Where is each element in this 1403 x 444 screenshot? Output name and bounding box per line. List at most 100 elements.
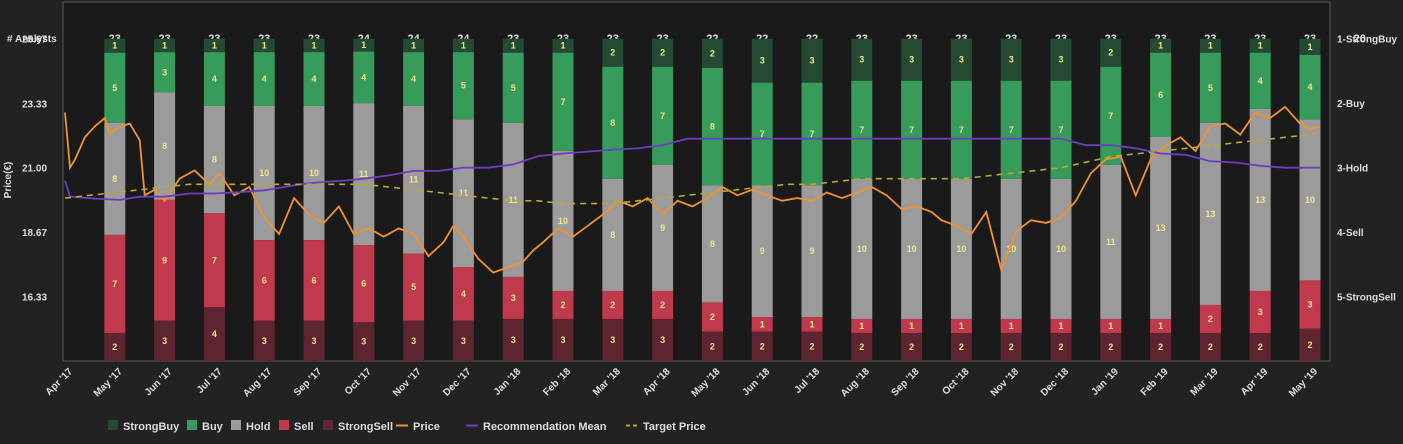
bar-value-label: 3 <box>1258 307 1263 317</box>
bar-value-label: 1 <box>560 41 565 51</box>
bar-value-label: 1 <box>511 41 516 51</box>
bar-value-label: 3 <box>311 336 316 346</box>
bar-value-label: 13 <box>1205 209 1215 219</box>
bar-sell <box>203 213 225 308</box>
bar-value-label: 3 <box>461 336 466 346</box>
bar-value-label: 2 <box>710 341 715 351</box>
bar-hold <box>502 122 524 277</box>
legend-swatch-strongsell <box>323 420 333 430</box>
x-tick-label: Mar '18 <box>591 366 623 398</box>
bar-buy <box>353 51 375 104</box>
bar-buy <box>253 52 275 106</box>
bar-strongbuy <box>901 38 923 81</box>
bar-strongbuy <box>751 38 773 83</box>
bar-strongbuy <box>253 38 275 53</box>
bar-sell <box>303 240 325 321</box>
bar-strongsell <box>353 322 375 361</box>
bar-hold <box>1150 136 1172 319</box>
bar-value-label: 3 <box>511 293 516 303</box>
bar-value-label: 8 <box>162 141 167 151</box>
bar-buy <box>851 80 873 179</box>
bar-value-label: 5 <box>411 282 416 292</box>
x-tick-label: Oct '18 <box>940 366 971 397</box>
bar-strongbuy <box>1249 38 1271 53</box>
bar-strongsell <box>452 320 474 361</box>
bar-strongsell <box>801 331 823 361</box>
bar-value-label: 2 <box>1158 342 1163 352</box>
bar-value-label: 3 <box>909 55 914 65</box>
bar-value-label: 7 <box>660 111 665 121</box>
bar-strongbuy <box>303 38 325 53</box>
bar-value-label: 3 <box>361 337 366 347</box>
bar-value-label: 4 <box>361 72 366 82</box>
bar-value-label: 3 <box>1009 55 1014 65</box>
bar-hold <box>203 105 225 214</box>
bar-value-label: 1 <box>760 319 765 329</box>
bar-value-label: 2 <box>909 342 914 352</box>
x-tick-label: Dec '17 <box>441 366 474 399</box>
legend-label: Hold <box>246 421 270 433</box>
legend-label: StrongBuy <box>123 421 180 433</box>
bar-value-label: 3 <box>760 56 765 66</box>
bar-sell <box>1000 318 1022 333</box>
x-tick-label: Apr '17 <box>44 366 76 398</box>
bar-hold <box>154 92 176 200</box>
bar-value-label: 1 <box>909 321 914 331</box>
bar-value-label: 7 <box>760 129 765 139</box>
bar-sell <box>1100 318 1122 333</box>
bar-value-label: 10 <box>259 168 269 178</box>
bar-hold <box>652 164 674 291</box>
bar-value-label: 10 <box>907 244 917 254</box>
bar-hold <box>950 178 972 319</box>
bar-value-label: 1 <box>809 319 814 329</box>
bar-strongsell <box>751 331 773 361</box>
bar-hold <box>104 122 126 235</box>
bar-hold <box>901 178 923 319</box>
bar-value-label: 2 <box>1208 342 1213 352</box>
bar-value-label: 1 <box>212 40 217 50</box>
x-tick-label: Jan '19 <box>1089 366 1121 398</box>
bar-strongbuy <box>1000 38 1022 81</box>
bar-strongsell <box>851 332 873 361</box>
bar-value-label: 11 <box>409 175 419 185</box>
x-tick-label: Jul '18 <box>793 366 823 396</box>
bar-value-label: 1 <box>1009 321 1014 331</box>
rec-scale-label: 1-StrongBuy <box>1337 35 1397 46</box>
bar-strongbuy <box>1150 38 1172 53</box>
rec-scale-label: 5-StrongSell <box>1337 293 1396 304</box>
bar-sell <box>652 290 674 319</box>
bar-strongbuy <box>701 38 723 69</box>
bar-value-label: 13 <box>1255 195 1265 205</box>
bar-hold <box>1050 178 1072 319</box>
bar-value-label: 11 <box>359 169 369 179</box>
analysts-count-label: # Analysts <box>7 34 57 45</box>
bar-value-label: 7 <box>1058 125 1063 135</box>
bar-value-label: 8 <box>710 122 715 132</box>
bar-hold <box>1199 122 1221 305</box>
bar-strongbuy <box>552 38 574 53</box>
bar-value-label: 3 <box>809 56 814 66</box>
bar-value-label: 2 <box>660 300 665 310</box>
bar-value-label: 11 <box>508 195 518 205</box>
bar-sell <box>1199 304 1221 333</box>
bar-sell <box>851 318 873 333</box>
legend-label: Sell <box>294 421 314 433</box>
bar-sell <box>1050 318 1072 333</box>
bar-value-label: 10 <box>309 168 319 178</box>
bar-buy <box>801 82 823 186</box>
bar-value-label: 2 <box>610 48 615 58</box>
bar-value-label: 1 <box>1058 321 1063 331</box>
bar-value-label: 7 <box>560 97 565 107</box>
bar-sell <box>403 253 425 321</box>
bar-value-label: 3 <box>162 67 167 77</box>
bar-value-label: 4 <box>1307 82 1312 92</box>
bar-value-label: 2 <box>1208 314 1213 324</box>
bar-buy <box>552 52 574 151</box>
legend-swatch-buy <box>187 420 197 430</box>
x-tick-label: Jun '17 <box>143 366 175 398</box>
x-tick-label: Jun '18 <box>740 366 772 398</box>
y-tick-label: 18.67 <box>22 228 47 239</box>
bar-value-label: 11 <box>459 188 469 198</box>
bar-hold <box>1000 178 1022 319</box>
bar-value-label: 1 <box>112 41 117 51</box>
